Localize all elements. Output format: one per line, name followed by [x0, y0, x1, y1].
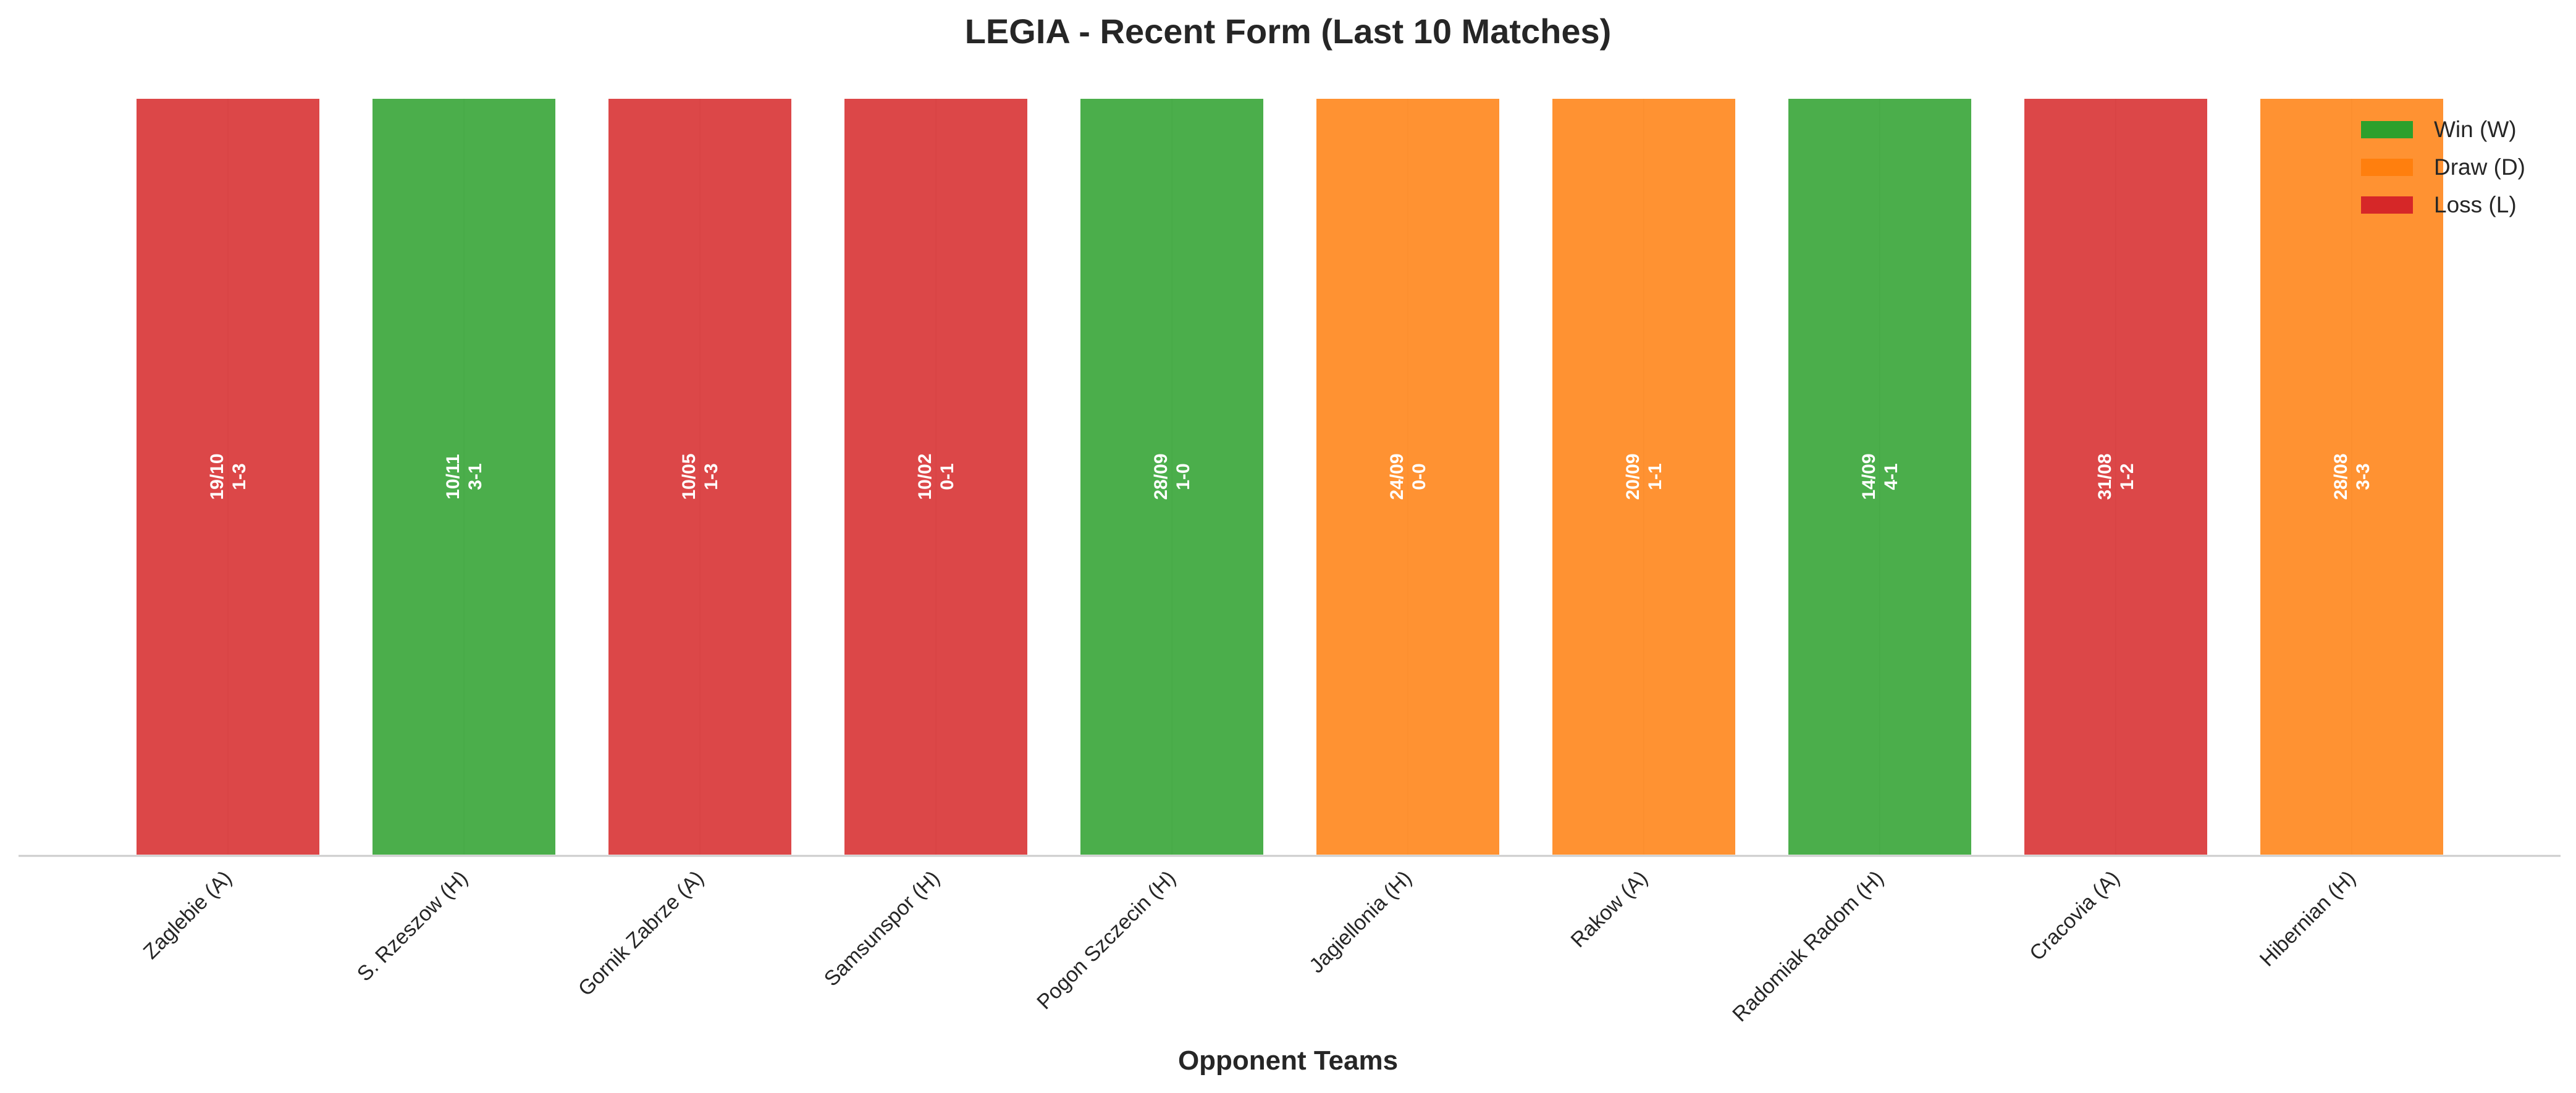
legend: Win (W) Draw (D) Loss (L) [2361, 117, 2525, 217]
bar [134, 96, 322, 857]
x-tick-label: Jagiellonia (H) [1305, 866, 1416, 978]
bar-label-group: 10/05 1-3 [679, 453, 722, 500]
x-axis-title: Opponent Teams [1178, 1045, 1398, 1076]
x-tick-group: Gornik Zabrze (A) [574, 866, 709, 1001]
bar [2258, 96, 2446, 857]
x-tick-label: Gornik Zabrze (A) [574, 866, 709, 1001]
bar [1786, 96, 1974, 857]
bar-label-group: 24/09 0-0 [1387, 453, 1429, 500]
bar-date-label: 10/11 [443, 454, 463, 499]
bar-score-label: 1-3 [229, 463, 250, 490]
bar-date-label: 20/09 [1623, 453, 1643, 500]
x-tick-group: Pogon Szczecin (H) [1032, 866, 1180, 1014]
bar-date-label: 14/09 [1859, 453, 1879, 500]
x-tick-labels: Zaglebie (A) S. Rzeszow (H) Gornik Zabrze … [139, 866, 2360, 1026]
bar [1550, 96, 1738, 857]
bar-score-label: 1-3 [701, 463, 722, 490]
bar-score-label: 0-0 [1409, 463, 1429, 490]
x-tick-group: Samsunspor (H) [820, 866, 945, 991]
legend-label: Loss (L) [2434, 192, 2517, 217]
bar-date-label: 28/08 [2331, 453, 2351, 500]
bar-label-group: 10/11 3-1 [443, 454, 486, 499]
x-tick-label: Rakow (A) [1567, 866, 1652, 952]
bar-score-label: 1-1 [1645, 463, 1665, 490]
bar-score-label: 1-2 [2117, 463, 2137, 490]
bar [370, 96, 558, 857]
bar-score-label: 3-1 [465, 463, 486, 490]
bar-label-group: 28/08 3-3 [2331, 453, 2373, 500]
bar [1078, 96, 1266, 857]
bar-label-group: 20/09 1-1 [1623, 453, 1665, 500]
x-tick-label: S. Rzeszow (H) [353, 866, 473, 986]
bar-score-label: 1-0 [1173, 463, 1193, 490]
chart-title: LEGIA - Recent Form (Last 10 Matches) [965, 12, 1612, 51]
x-tick-group: Hibernian (H) [2255, 866, 2360, 971]
bar [606, 96, 794, 857]
bar-score-label: 0-1 [937, 463, 958, 490]
legend-swatch [2361, 196, 2413, 214]
bar [2022, 96, 2210, 857]
x-tick-group: S. Rzeszow (H) [353, 866, 473, 986]
bar-label-group: 28/09 1-0 [1151, 453, 1193, 500]
x-tick-label: Radomiak Radom (H) [1728, 866, 1888, 1026]
x-tick-label: Samsunspor (H) [820, 866, 945, 991]
legend-swatch [2361, 159, 2413, 176]
bar-label-group: 10/02 0-1 [915, 453, 958, 500]
bar [1314, 96, 1502, 857]
x-tick-label: Pogon Szczecin (H) [1032, 866, 1180, 1014]
bar-date-label: 28/09 [1151, 453, 1171, 500]
bar-date-label: 31/08 [2095, 453, 2115, 500]
x-tick-group: Cracovia (A) [2025, 866, 2124, 965]
bar-date-label: 24/09 [1387, 453, 1407, 500]
bar-date-label: 19/10 [207, 453, 227, 500]
legend-label: Win (W) [2434, 117, 2517, 142]
legend-swatch [2361, 121, 2413, 138]
x-tick-group: Radomiak Radom (H) [1728, 866, 1888, 1026]
bar-date-label: 10/05 [679, 453, 699, 500]
bar-label-group: 31/08 1-2 [2095, 453, 2137, 500]
x-tick-group: Zaglebie (A) [139, 866, 237, 964]
bar-score-label: 3-3 [2353, 463, 2373, 490]
bar-label-group: 14/09 4-1 [1859, 453, 1901, 500]
bar [842, 96, 1030, 857]
x-tick-label: Cracovia (A) [2025, 866, 2124, 965]
bar-score-label: 4-1 [1881, 463, 1901, 490]
legend-label: Draw (D) [2434, 154, 2525, 180]
x-tick-label: Hibernian (H) [2255, 866, 2360, 971]
bar-date-label: 10/02 [915, 453, 935, 500]
bars-layer: 19/10 1-3 10/11 3-1 10/05 1-3 10/02 0-1 28/09 1-0… [134, 96, 2446, 857]
x-tick-label: Zaglebie (A) [139, 866, 237, 964]
bar-label-group: 19/10 1-3 [207, 453, 250, 500]
x-tick-group: Jagiellonia (H) [1305, 866, 1416, 978]
x-tick-group: Rakow (A) [1567, 866, 1652, 952]
